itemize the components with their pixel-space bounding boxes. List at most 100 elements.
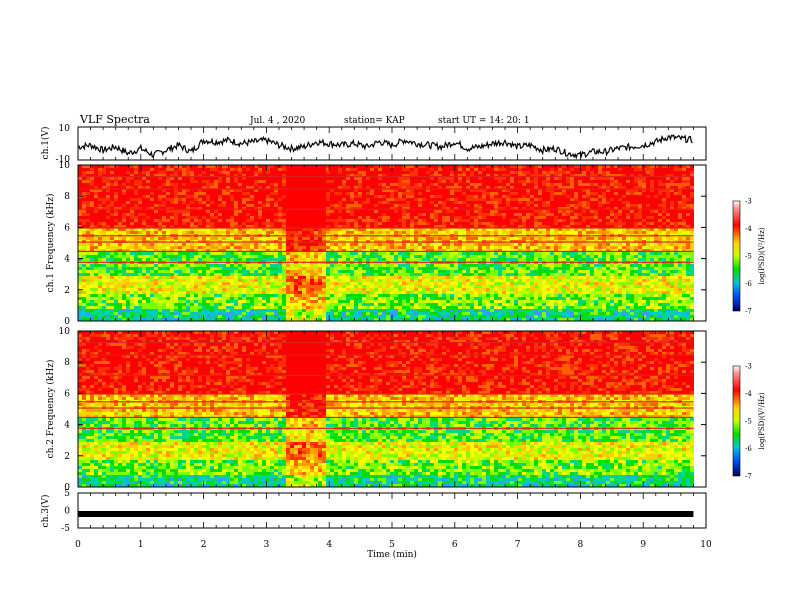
spectrogram-cell [402, 246, 406, 249]
spectrogram-cell [542, 237, 546, 240]
spectrogram-cell [186, 192, 190, 195]
spectrogram-cell [354, 168, 358, 171]
spectrogram-cell [206, 243, 210, 246]
spectrogram-cell [466, 204, 470, 207]
spectrogram-cell [270, 231, 274, 234]
spectrogram-cell [118, 171, 122, 174]
spectrogram-cell [346, 177, 350, 180]
spectrogram-cell [274, 171, 278, 174]
spectrogram-cell [186, 222, 190, 225]
spectrogram-cell [170, 171, 174, 174]
spectrogram-cell [314, 252, 318, 255]
spectrogram-cell [82, 252, 86, 255]
spectrogram-cell [666, 237, 670, 240]
spectrogram-cell [466, 195, 470, 198]
spectrogram-cell [298, 246, 302, 249]
spectrogram-cell [482, 222, 486, 225]
spectrogram-cell [514, 255, 518, 258]
spectrogram-cell [538, 246, 542, 249]
spectrogram-cell [606, 198, 610, 201]
spectrogram-cell [482, 216, 486, 219]
spectrogram-cell [610, 195, 614, 198]
spectrogram-cell [610, 183, 614, 186]
spectrogram-cell [630, 255, 634, 258]
spectrogram-cell [586, 168, 590, 171]
spectrogram-cell [406, 258, 410, 261]
spectrogram-cell [562, 195, 566, 198]
spectrogram-cell [98, 171, 102, 174]
spectrogram-cell [598, 243, 602, 246]
spectrogram-cell [278, 222, 282, 225]
spectrogram-cell [514, 216, 518, 219]
spectrogram-cell [614, 252, 618, 255]
spectrogram-cell [602, 177, 606, 180]
spectrogram-cell [514, 222, 518, 225]
spectrogram-cell [366, 243, 370, 246]
spectrogram-cell [558, 180, 562, 183]
spectrogram-cell [394, 216, 398, 219]
spectrogram-cell [582, 204, 586, 207]
spectrogram-cell [182, 246, 186, 249]
spectrogram-cell [346, 216, 350, 219]
spectrogram-cell [482, 168, 486, 171]
spectrogram-cell [358, 216, 362, 219]
spectrogram-cell [162, 258, 166, 261]
spectrogram-cell [150, 201, 154, 204]
spectrogram-cell [414, 204, 418, 207]
spectrogram-cell [338, 216, 342, 219]
spectrogram-cell [598, 216, 602, 219]
spectrogram-cell [118, 222, 122, 225]
spectrogram-cell [602, 204, 606, 207]
spectrogram-cell [202, 177, 206, 180]
spectrogram-cell [142, 231, 146, 234]
spectrogram-cell [446, 255, 450, 258]
spectrogram-cell [282, 243, 286, 246]
spectrogram-cell [418, 219, 422, 222]
spectrogram-cell [482, 210, 486, 213]
spectrogram-cell [458, 198, 462, 201]
spectrogram-cell [486, 243, 490, 246]
spectrogram-cell [134, 258, 138, 261]
spectrogram-cell [546, 219, 550, 222]
spectrogram-cell [658, 237, 662, 240]
spectrogram-cell [274, 252, 278, 255]
spectrogram-cell [402, 252, 406, 255]
spectrogram-cell [454, 198, 458, 201]
spectrogram-cell [358, 258, 362, 261]
spectrogram-cell [326, 177, 330, 180]
spectrogram-cell [190, 231, 194, 234]
spectrogram-cell [694, 234, 698, 237]
spectrogram-cell [702, 183, 706, 186]
spectrogram-cell [230, 198, 234, 201]
spectrogram-cell [702, 219, 706, 222]
spectrogram-cell [514, 198, 518, 201]
spectrogram-cell [170, 222, 174, 225]
spectrogram-cell [430, 204, 434, 207]
spectrogram-cell [618, 252, 622, 255]
spectrogram-cell [510, 210, 514, 213]
spectrogram-cell [650, 252, 654, 255]
spectrogram-cell [222, 222, 226, 225]
spectrogram-cell [402, 183, 406, 186]
spectrogram-cell [334, 210, 338, 213]
spectrogram-cell [442, 219, 446, 222]
spectrogram-cell [106, 231, 110, 234]
spectrogram-cell [278, 252, 282, 255]
spectrogram-cell [490, 252, 494, 255]
spectrogram-cell [330, 195, 334, 198]
spectrogram-cell [698, 228, 702, 231]
spectrogram-cell [314, 204, 318, 207]
spectrogram-cell [306, 222, 310, 225]
spectrogram-cell [450, 192, 454, 195]
spectrogram-cell [682, 177, 686, 180]
spectrogram-cell [410, 210, 414, 213]
spectrogram-cell [162, 177, 166, 180]
spectrogram-cell [106, 255, 110, 258]
spectrogram-cell [186, 198, 190, 201]
spectrogram-cell [258, 204, 262, 207]
spectrogram-cell [414, 195, 418, 198]
spectrogram-cell [522, 219, 526, 222]
spectrogram-cell [626, 255, 630, 258]
spectrogram-cell [114, 258, 118, 261]
spectrogram-cell [226, 192, 230, 195]
